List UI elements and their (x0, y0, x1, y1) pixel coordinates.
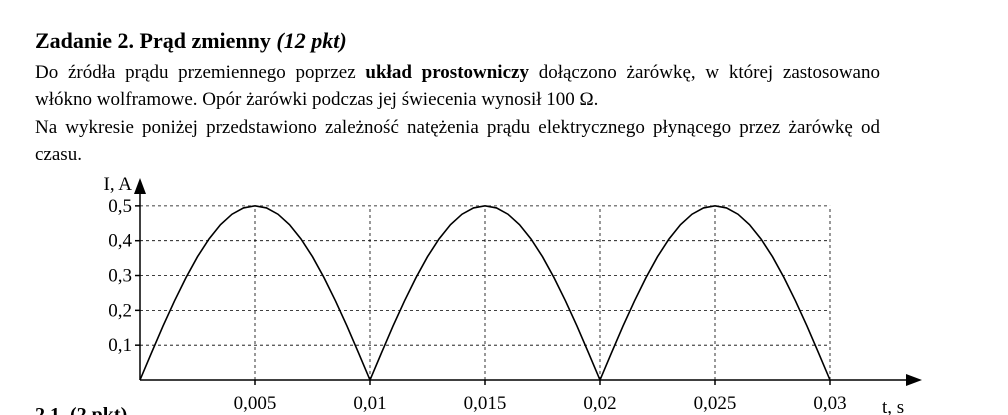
points: (12 pkt) (276, 28, 347, 53)
x-tick-label: 0,025 (694, 393, 737, 414)
text: Na wykresie poniżej przedstawiono zależn… (35, 117, 880, 165)
paragraph: Do źródła prądu przemiennego poprzez ukł… (35, 59, 880, 113)
x-tick-label: 0,03 (813, 393, 846, 414)
title: Zadanie 2. Prąd zmienny (35, 28, 271, 53)
y-axis-arrow (134, 178, 146, 194)
y-tick-label: 0,2 (108, 300, 132, 321)
y-tick-label: 0,3 (108, 266, 132, 287)
y-tick-label: 0,1 (108, 335, 132, 356)
current-curve (139, 205, 831, 383)
x-tick-label: 0,02 (583, 393, 616, 414)
x-tick-label: 0,01 (353, 393, 386, 414)
paragraph: Na wykresie poniżej przedstawiono zależn… (35, 114, 880, 168)
next-task: 2.1. (2 pkt) (35, 404, 128, 415)
y-tick-label: 0,5 (108, 196, 132, 217)
text: Do źródła prądu przemiennego poprzez (35, 62, 366, 83)
y-tick-label: 0,4 (108, 231, 132, 252)
x-tick-label: 0,005 (234, 393, 277, 414)
x-axis-label: t, s (882, 397, 904, 415)
y-axis-label: I, A (104, 174, 133, 195)
text: dołączono żarówkę, w której zastosowano … (35, 62, 880, 110)
task-title: Zadanie 2. Prąd zmienny (12 pkt) (35, 28, 347, 54)
bold-text: układ prostowniczy (365, 62, 529, 83)
x-tick-label: 0,015 (464, 393, 507, 414)
x-axis-arrow (906, 374, 922, 386)
